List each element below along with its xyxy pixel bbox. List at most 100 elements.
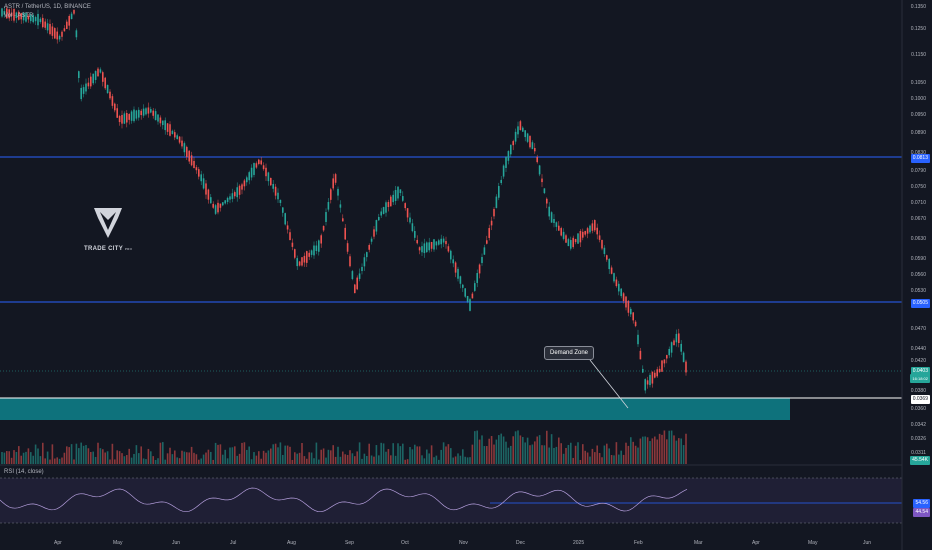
volume-bar <box>298 452 301 464</box>
candle-body <box>188 150 190 162</box>
volume-bar <box>262 450 265 464</box>
volume-bar <box>382 443 385 464</box>
volume-bar <box>658 433 661 464</box>
candle-body <box>8 9 10 19</box>
candle-body <box>176 135 178 140</box>
candle-body <box>238 185 241 195</box>
candle-body <box>550 212 553 223</box>
price-axis-label: 0.0440 <box>910 346 926 352</box>
volume-bar <box>258 451 260 464</box>
volume-bar <box>366 455 368 464</box>
candle-body <box>349 256 351 267</box>
candle-body <box>212 203 214 208</box>
volume-bar <box>404 459 406 464</box>
volume-bar <box>75 443 78 464</box>
candle-body <box>502 165 505 177</box>
price-axis-label: 0.0710 <box>910 200 926 206</box>
volume-bar <box>150 451 152 464</box>
volume-bar <box>584 450 586 464</box>
candle-body <box>128 113 130 120</box>
candle-body <box>421 246 423 253</box>
volume-bar <box>644 436 646 464</box>
volume-bar <box>181 450 183 464</box>
candle-body <box>109 91 111 99</box>
volume-bar <box>294 452 296 464</box>
candle-body <box>397 186 399 199</box>
candle-body <box>500 179 502 184</box>
volume-bar <box>296 453 298 464</box>
candle-body <box>642 368 644 373</box>
volume-bar <box>586 452 589 464</box>
price-axis-label: 0.0311 <box>911 450 926 456</box>
volume-bar <box>109 459 111 464</box>
candle-body <box>284 213 286 225</box>
volume-bar <box>104 452 106 464</box>
volume-bar <box>308 452 310 464</box>
volume-bar <box>171 454 174 464</box>
volume-bar <box>169 447 171 464</box>
candle-body <box>685 361 687 373</box>
volume-bar <box>368 443 370 464</box>
candle-body <box>382 207 385 214</box>
candle-body <box>596 227 598 235</box>
volume-bar <box>344 454 346 464</box>
volume-bar <box>241 442 243 464</box>
candle-body <box>234 192 236 197</box>
candle-body <box>639 350 642 360</box>
volume-bar <box>402 443 404 464</box>
demand-zone[interactable] <box>0 398 790 420</box>
volume-bar <box>27 448 30 464</box>
candle-body <box>274 186 277 196</box>
candle-body <box>358 273 361 279</box>
volume-bar <box>286 445 289 464</box>
price-axis-label: 0.0590 <box>910 256 926 262</box>
candle-body <box>46 23 49 31</box>
time-axis-label: Sep <box>345 540 354 546</box>
volume-bar <box>663 430 666 464</box>
candle-body <box>308 252 310 257</box>
candle-body <box>130 111 133 121</box>
volume-bar <box>363 453 366 464</box>
volume-bar <box>164 459 166 464</box>
candle-body <box>85 83 87 92</box>
price-axis-label: 0.1150 <box>911 52 926 58</box>
candle-body <box>63 28 66 32</box>
candle-body <box>598 235 601 240</box>
volume-bar <box>157 458 159 464</box>
demand-zone-label[interactable]: Demand Zone <box>544 346 595 360</box>
volume-bar <box>531 444 534 464</box>
candle-body <box>670 342 673 353</box>
candle-body <box>394 189 397 202</box>
candle-body <box>464 288 466 297</box>
volume-bar <box>162 442 164 464</box>
volume-bar <box>464 456 466 464</box>
volume-bar <box>505 441 507 464</box>
candle-body <box>51 26 54 36</box>
volume-bar <box>670 430 673 464</box>
candle-body <box>157 114 159 122</box>
price-axis-label: 0.0630 <box>910 236 926 242</box>
candle-body <box>229 196 231 200</box>
volume-series <box>1 430 687 464</box>
volume-bar <box>392 443 394 464</box>
candle-body <box>286 225 289 230</box>
demand-top-tag: 0.0369 <box>910 395 930 404</box>
candle-body <box>615 279 618 287</box>
volume-bar <box>260 458 262 464</box>
candle-body <box>630 308 632 315</box>
volume-bar <box>3 452 6 464</box>
candle-body <box>322 225 325 231</box>
candle-body <box>380 211 382 216</box>
volume-bar <box>637 447 639 464</box>
candle-body <box>195 167 198 171</box>
candle-body <box>190 155 193 166</box>
candle-body <box>392 194 394 203</box>
candle-body <box>459 276 462 284</box>
volume-bar <box>358 442 361 464</box>
volume-bar <box>553 447 555 464</box>
volume-bar <box>428 453 430 464</box>
candle-body <box>250 167 253 178</box>
volume-bar <box>519 435 522 464</box>
candle-body <box>678 333 680 343</box>
